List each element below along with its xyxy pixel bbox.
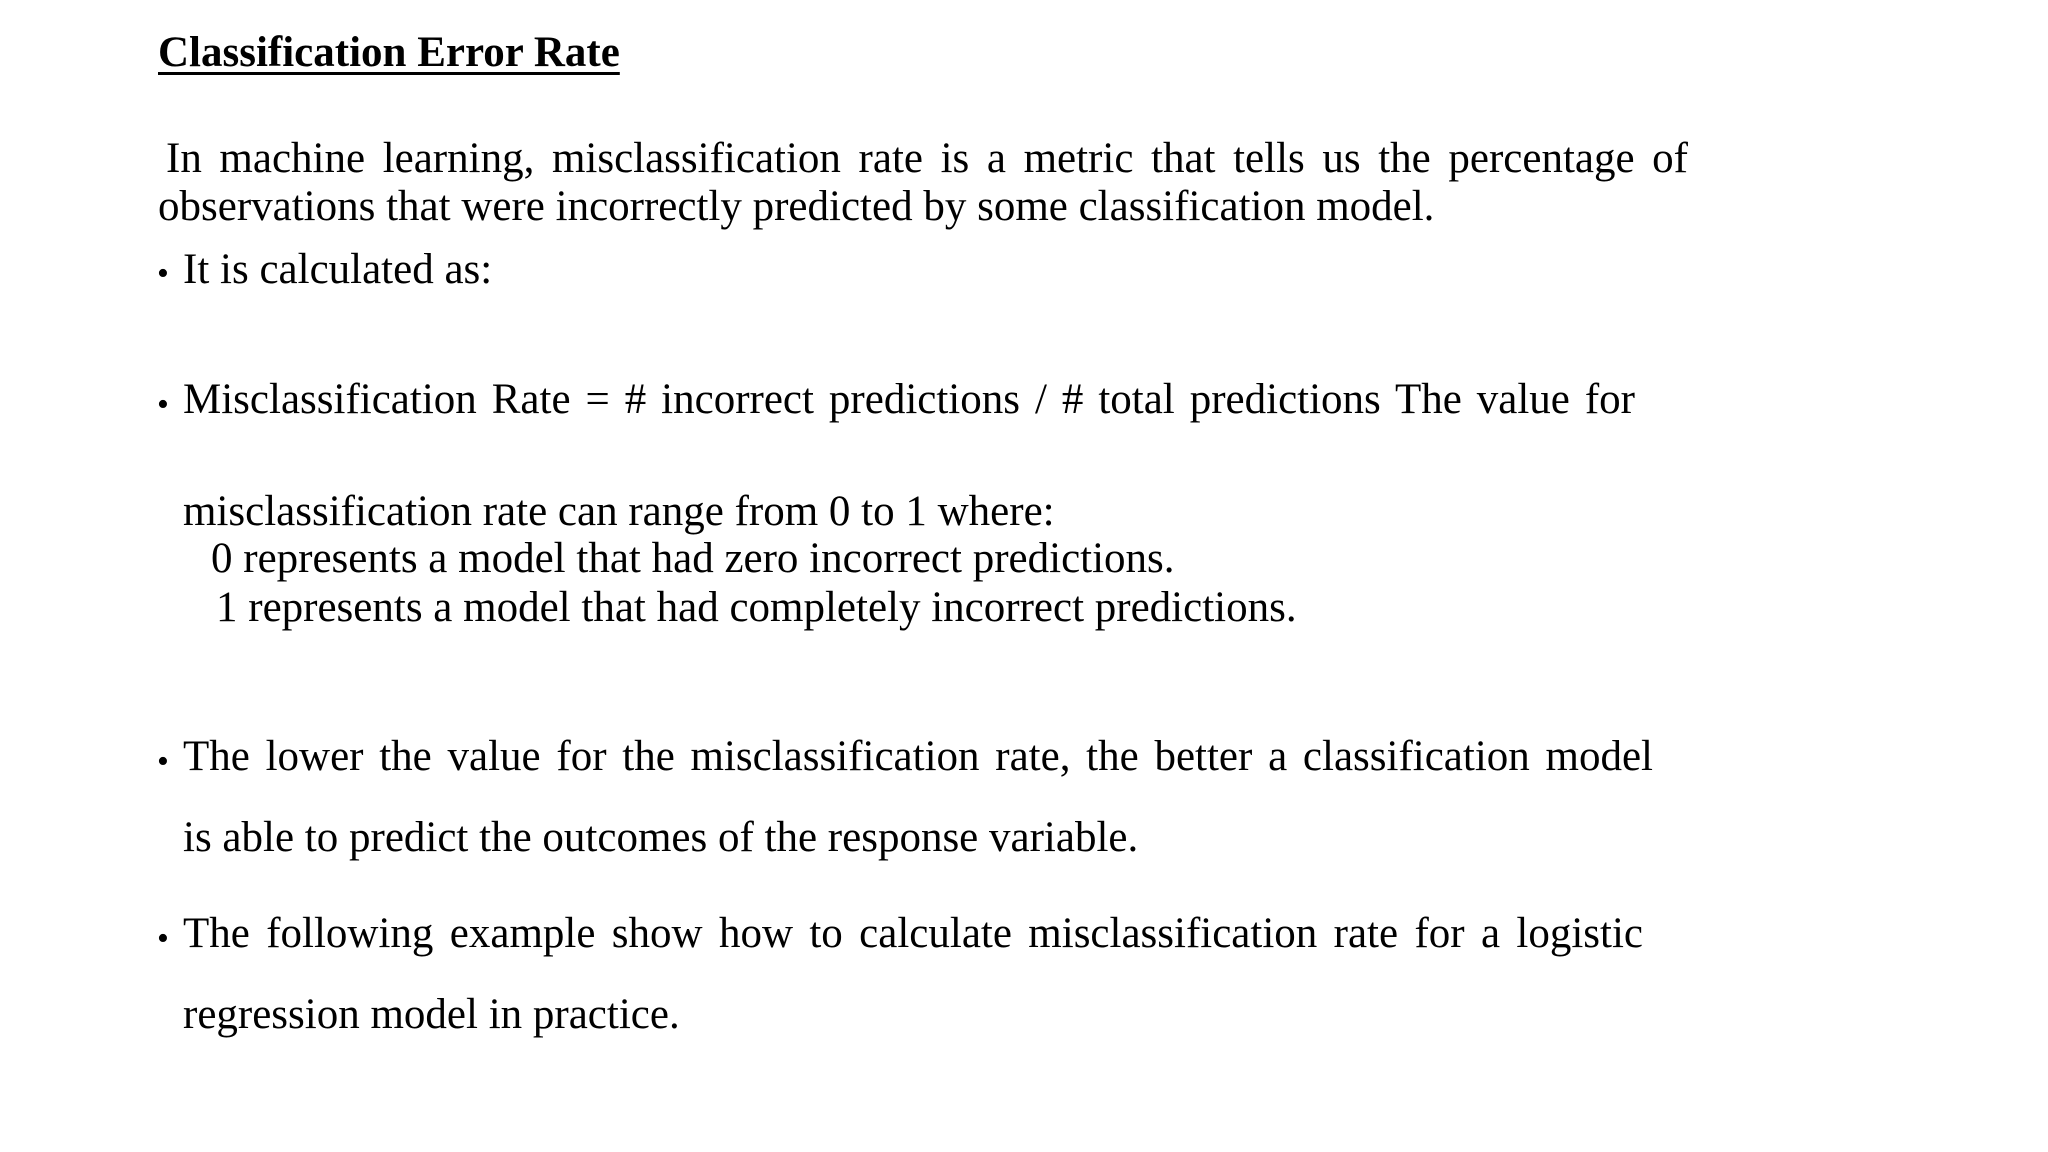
bullet-marker: • [157,386,169,423]
range-line: misclassification rate can range from 0 … [183,488,1055,535]
intro-line-1: In machine learning, misclassification r… [166,135,1688,182]
zero-meaning-line: 0 represents a model that had zero incor… [211,535,1175,582]
page-title: Classification Error Rate [158,29,620,76]
one-meaning-line: 1 represents a model that had completely… [216,584,1297,631]
intro-paragraph: In machine learning, misclassification r… [158,135,1688,231]
bullet-text-line-1: The following example show how to calcul… [183,910,1643,957]
bullet-text-line-2: is able to predict the outcomes of the r… [183,814,1139,861]
bullet-text: It is calculated as: [183,246,493,293]
intro-line-2: observations that were incorrectly predi… [158,183,1435,230]
bullet-marker: • [157,920,169,957]
bullet-marker: • [157,743,169,780]
bullet-text-line-2: regression model in practice. [183,991,680,1038]
bullet-text-line-1: The lower the value for the misclassific… [183,733,1653,780]
formula-line: Misclassification Rate = # incorrect pre… [183,376,1635,423]
bullet-marker: • [157,255,169,292]
